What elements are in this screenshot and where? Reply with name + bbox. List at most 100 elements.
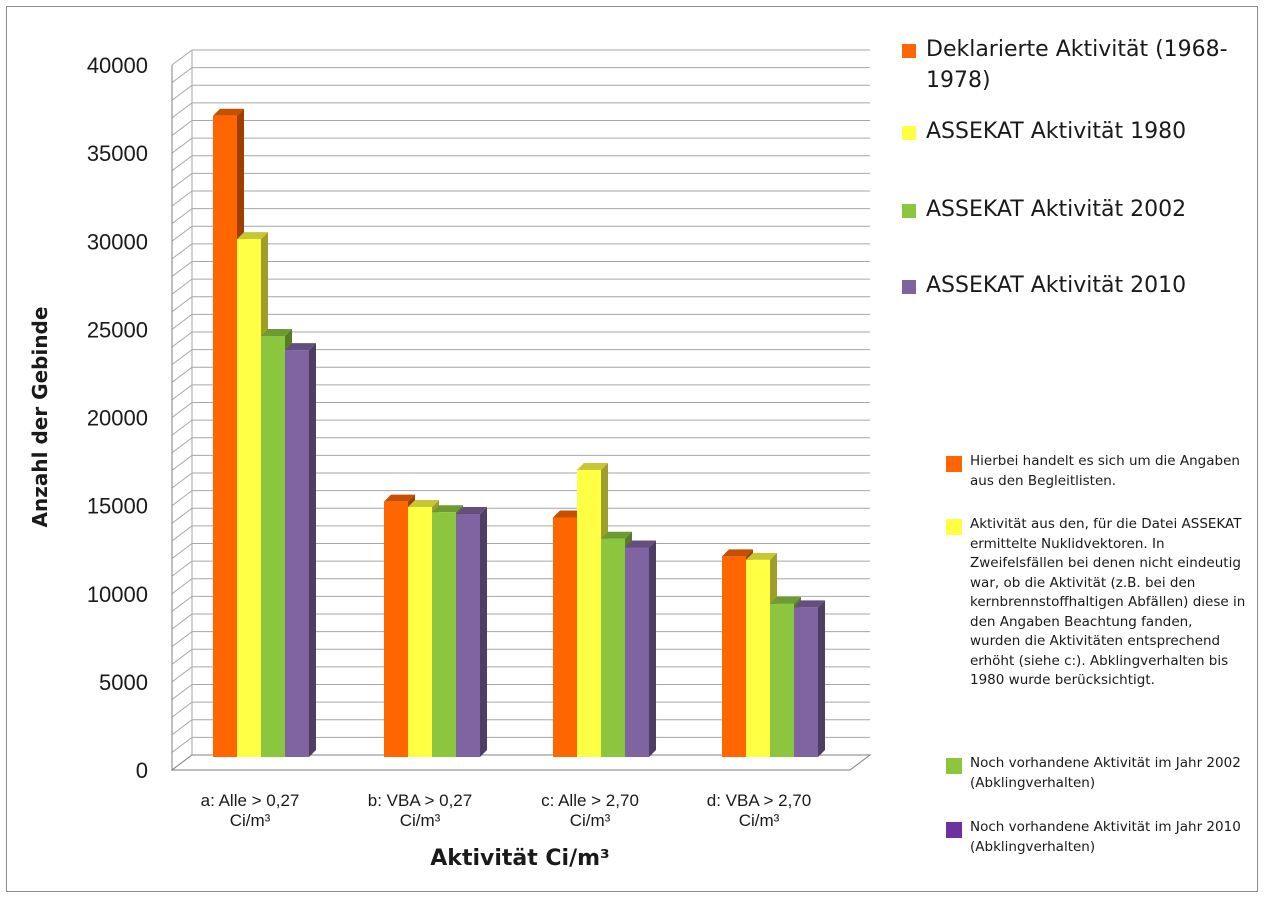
bar-top	[237, 232, 268, 240]
legend-swatch	[902, 280, 916, 294]
grid-line	[171, 84, 193, 101]
grid-line	[171, 437, 193, 454]
bar-top	[261, 329, 292, 336]
note-swatch	[946, 519, 962, 535]
note-swatch	[946, 822, 962, 838]
grid-line	[171, 296, 193, 313]
bar	[601, 538, 625, 757]
x-tick-label: b: VBA > 0,27	[368, 791, 472, 810]
legend-label: ASSEKAT Aktivität 2002	[926, 197, 1187, 222]
grid-line	[171, 419, 193, 436]
bar-top	[553, 510, 584, 518]
note-text: Aktivität aus den, für die Datei ASSEKAT…	[970, 516, 1246, 688]
axes	[170, 65, 872, 771]
bar	[432, 512, 456, 757]
bar-top	[408, 499, 439, 507]
grid-line	[171, 208, 193, 225]
grid-line	[171, 613, 193, 630]
bar-top	[577, 462, 608, 470]
grid-line	[171, 631, 193, 648]
bar-top	[746, 552, 777, 560]
bar	[408, 506, 432, 757]
grid-line	[171, 313, 193, 330]
bar	[577, 469, 601, 757]
bar	[625, 547, 649, 757]
bar	[553, 517, 577, 757]
bar-top	[285, 343, 316, 351]
grid-line	[171, 578, 193, 595]
bar-top	[213, 108, 244, 116]
y-tick-label: 10000	[87, 582, 148, 607]
grid-line	[171, 701, 193, 718]
grid-line	[171, 490, 193, 507]
bar	[722, 556, 746, 757]
grid-line	[171, 190, 193, 207]
note-swatch	[946, 758, 962, 774]
x-axis-title: Aktivität Ci/m³	[430, 846, 610, 871]
y-tick-labels: 0 5000 10000 15000 20000 25000 30000 35000 40000	[87, 53, 148, 783]
bar-top	[601, 531, 632, 539]
grid-line	[171, 507, 193, 524]
legend-swatch	[902, 204, 916, 218]
grid-line	[171, 366, 193, 383]
note-swatch	[946, 456, 962, 472]
bar-side	[649, 540, 656, 757]
grid-line	[171, 155, 193, 172]
bar	[261, 336, 285, 757]
legend-swatch	[902, 126, 916, 140]
grid-line	[171, 525, 193, 542]
grid-line	[171, 172, 193, 189]
grid-line	[171, 261, 193, 277]
x-tick-label: Ci/m³	[739, 811, 780, 830]
grid-line	[171, 402, 193, 418]
grid-line	[171, 543, 193, 559]
x-tick-label: Ci/m³	[230, 811, 271, 830]
grid-line	[171, 225, 193, 242]
note-text: Noch vorhandene Aktivität im Jahr 2002 (…	[970, 755, 1241, 791]
grid-line	[171, 120, 193, 136]
grid-line	[171, 243, 193, 260]
bar-top	[456, 507, 487, 515]
bar-side	[818, 600, 825, 757]
x-tick-label: a: Alle > 0,27	[201, 791, 300, 810]
y-tick-label: 40000	[87, 53, 148, 78]
chart-floor	[170, 754, 872, 771]
y-tick-label: 30000	[87, 229, 148, 254]
grid-line	[171, 331, 193, 348]
bar	[770, 603, 794, 757]
legend-swatch	[902, 44, 916, 58]
y-tick-label: 5000	[99, 670, 148, 695]
x-tick-label: c: Alle > 2,70	[541, 791, 639, 810]
y-tick-label: 0	[136, 758, 148, 783]
bar-top	[770, 596, 801, 604]
y-tick-label: 20000	[87, 406, 148, 431]
legend-label: Deklarierte Aktivität (1968-1978)	[926, 37, 1228, 93]
bar	[213, 115, 237, 757]
grid-line	[171, 684, 193, 700]
grid-line	[171, 648, 193, 665]
grid-line	[171, 102, 193, 119]
legend-label: ASSEKAT Aktivität 1980	[926, 119, 1187, 144]
bar-side	[480, 507, 487, 757]
grid-line	[171, 719, 193, 736]
bar-top	[384, 494, 415, 502]
grid-line	[171, 454, 193, 471]
y-axis-title: Anzahl der Gebinde	[28, 306, 52, 528]
bars	[213, 108, 825, 757]
bar	[237, 239, 261, 757]
grid-line	[171, 595, 193, 612]
legend-label: ASSEKAT Aktivität 2010	[926, 273, 1187, 298]
y-tick-label: 15000	[87, 494, 148, 519]
x-tick-label: d: VBA > 2,70	[707, 791, 811, 810]
note-text: Hierbei handelt es sich um die Angaben a…	[970, 453, 1240, 489]
grid-line	[171, 349, 193, 366]
x-tick-label: Ci/m³	[400, 811, 441, 830]
bar-top	[722, 549, 753, 557]
bar-top	[794, 600, 825, 608]
grid-line	[171, 384, 193, 401]
bar-top	[625, 540, 656, 548]
x-tick-label: Ci/m³	[570, 811, 611, 830]
grid-line	[171, 137, 193, 154]
grid-line	[171, 67, 193, 84]
